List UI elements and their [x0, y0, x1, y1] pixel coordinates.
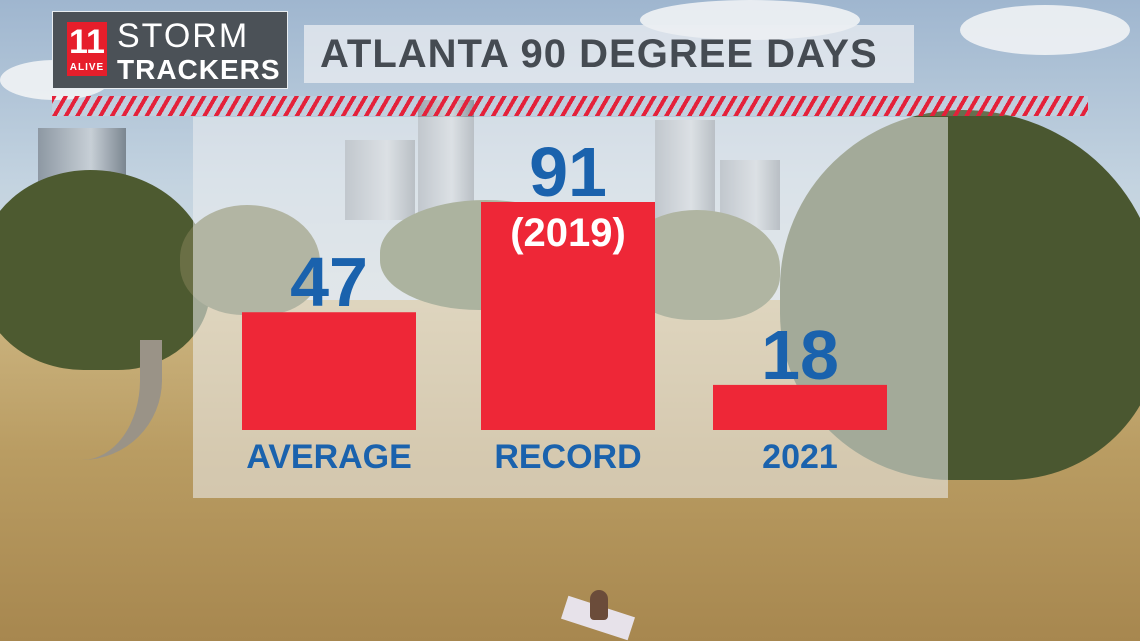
value-label-1: 47	[290, 243, 368, 321]
category-label-3: 2021	[762, 438, 838, 476]
logo-line1: STORM	[117, 17, 250, 55]
hatched-stripe	[52, 96, 1088, 116]
tree-cluster	[0, 170, 210, 370]
category-label-1: AVERAGE	[246, 438, 412, 476]
storm-trackers-logo: 11 ALIVE STORM TRACKERS	[52, 11, 288, 89]
value-label-3: 18	[761, 316, 839, 394]
bar-annotation: (2019)	[510, 211, 626, 255]
cloud	[960, 5, 1130, 55]
value-label-2: 91	[529, 133, 607, 211]
logo-number: 11	[69, 23, 105, 61]
bar-2	[481, 202, 655, 430]
person	[590, 590, 608, 620]
chart-title: ATLANTA 90 DEGREE DAYS	[320, 32, 878, 76]
category-label-2: RECORD	[494, 438, 641, 476]
logo-line2: TRACKERS	[117, 54, 281, 85]
title-backdrop	[304, 25, 914, 83]
bar-3	[713, 384, 887, 430]
bar-1	[242, 312, 416, 430]
logo-sub: ALIVE	[69, 62, 105, 73]
logo-badge: 11 ALIVE	[67, 22, 107, 76]
